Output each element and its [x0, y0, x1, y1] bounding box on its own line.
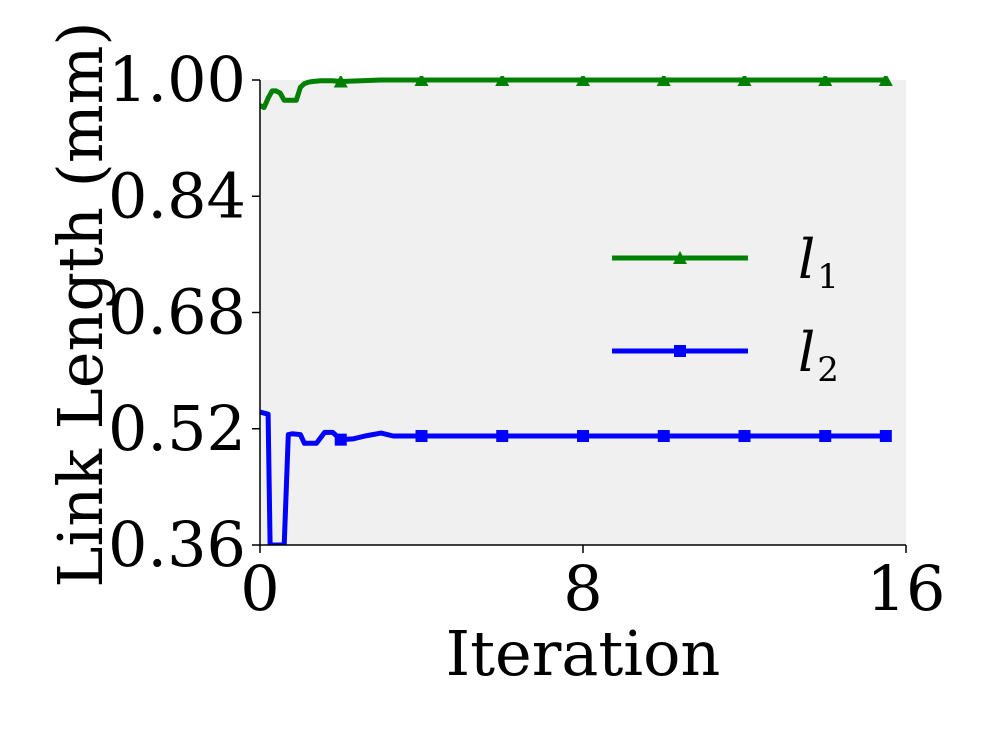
data-point-l2-6	[819, 430, 832, 443]
y-tick-label: 1.00	[108, 43, 246, 116]
y-tick-label: 0.84	[108, 159, 246, 232]
data-point-l2-2	[496, 430, 509, 443]
legend-label-subscript: 2	[817, 350, 839, 390]
y-tick-label: 0.68	[108, 276, 246, 349]
data-point-l2-1	[415, 430, 428, 443]
y-tick-label: 0.36	[108, 508, 246, 581]
legend-label-subscript: 1	[817, 257, 839, 297]
data-point-l2-7	[879, 430, 892, 443]
data-point-l1-2	[495, 76, 510, 86]
y-tick-label: 0.52	[108, 392, 246, 465]
data-point-l2-4	[657, 430, 670, 443]
series-l2	[260, 409, 892, 545]
series-l1	[260, 76, 893, 111]
x-tick-label: 0	[240, 552, 279, 625]
data-point-l1-0	[333, 76, 348, 88]
x-tick-label: 8	[563, 552, 602, 625]
data-point-l2-5	[738, 430, 751, 443]
data-point-l1-1	[414, 76, 429, 86]
plot-background	[260, 80, 906, 545]
legend-marker	[673, 251, 687, 264]
data-point-l1-3	[576, 76, 590, 86]
data-point-l1-6	[818, 76, 833, 86]
data-point-l1-4	[656, 76, 671, 86]
y-axis-label: Link Length (mm)	[44, 21, 117, 587]
data-point-l2-3	[577, 430, 589, 443]
legend-marker	[674, 345, 686, 357]
series-line-l1	[260, 77, 886, 111]
x-axis-label: Iteration	[446, 617, 721, 690]
x-tick-label: 16	[867, 552, 946, 625]
series-line-l2	[260, 409, 886, 545]
data-point-l2-0	[334, 433, 347, 446]
ticks-layer: 0.36 0.52 0.68 0.84 1.00 0 8 16	[108, 43, 946, 625]
series-layer	[260, 76, 893, 545]
data-point-l1-7	[878, 76, 893, 86]
data-point-l1-5	[737, 76, 752, 86]
